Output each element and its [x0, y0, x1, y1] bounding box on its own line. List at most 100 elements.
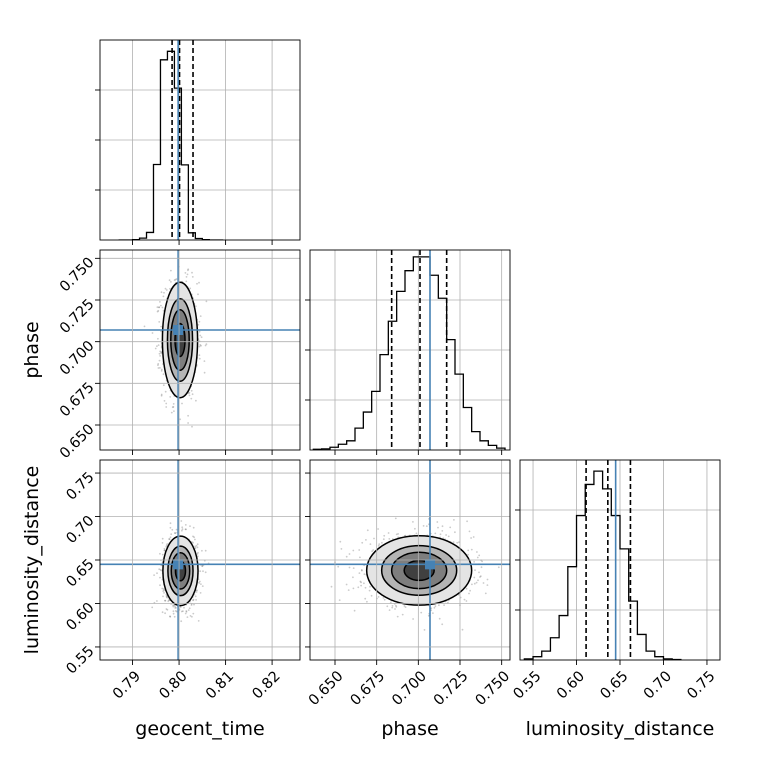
sample-point [165, 406, 168, 408]
sample-point [162, 295, 165, 298]
sample-point [469, 589, 471, 592]
sample-point [191, 393, 194, 396]
sample-point [463, 598, 466, 601]
sample-point [159, 301, 161, 303]
sample-point [364, 586, 367, 589]
sample-point [168, 538, 171, 541]
sample-point [466, 520, 468, 523]
x-axis-label-phase: phase [381, 718, 438, 740]
sample-point [388, 609, 391, 611]
sample-point [167, 600, 170, 603]
sample-point [201, 565, 204, 568]
density-geocent_time-luminosity_distance [100, 460, 300, 660]
sample-point [377, 544, 380, 547]
sample-point [445, 534, 447, 536]
sample-point [153, 574, 156, 576]
sample-point [420, 611, 423, 614]
sample-point [161, 587, 164, 590]
sample-point [172, 605, 175, 608]
sample-point [169, 396, 172, 398]
sample-point [165, 608, 168, 610]
y-tick-label: 0.65 [64, 556, 98, 590]
sample-point [179, 606, 182, 608]
sample-point [347, 589, 350, 591]
truth-marker [173, 325, 184, 335]
y-tick-label: 0.700 [57, 338, 98, 379]
sample-point [172, 403, 175, 405]
sample-point [158, 321, 161, 323]
sample-point [169, 615, 172, 618]
sample-point [453, 519, 455, 521]
x-tick-label: 0.725 [431, 668, 472, 709]
sample-point [447, 535, 450, 538]
sample-point [468, 592, 470, 595]
truth-marker [173, 559, 184, 570]
sample-point [160, 291, 163, 294]
sample-point [436, 521, 439, 523]
sample-point [454, 531, 456, 534]
sample-point [403, 605, 406, 607]
contour-line [380, 544, 458, 596]
gridlines [100, 250, 300, 450]
sample-point [513, 532, 515, 534]
sample-point [181, 529, 183, 532]
sample-point [388, 538, 391, 540]
contour-line [403, 559, 435, 582]
density-phase-luminosity_distance [310, 460, 515, 660]
sample-point [187, 422, 190, 424]
sample-point [160, 325, 163, 328]
sample-point [172, 610, 175, 613]
sample-point [470, 548, 473, 551]
x-tick-label: 0.81 [203, 668, 237, 702]
sample-point [172, 406, 175, 408]
sample-point [472, 536, 475, 538]
x-axis-label-geocent-time: geocent_time [135, 718, 264, 740]
contour-line [390, 551, 448, 590]
sample-point [170, 281, 172, 283]
sample-point [164, 287, 167, 290]
sample-point [163, 549, 166, 552]
sample-point [369, 585, 371, 588]
sample-point [159, 552, 161, 555]
sample-point [175, 610, 178, 613]
sample-point [352, 587, 355, 590]
x-tick-label: 0.60 [554, 668, 588, 702]
sample-point [156, 306, 159, 309]
sample-point [199, 344, 202, 346]
sample-point [169, 615, 171, 618]
sample-point [156, 600, 158, 602]
sample-point [478, 571, 480, 574]
gridlines [310, 460, 510, 660]
sample-point [198, 357, 201, 360]
sample-point [437, 526, 439, 529]
sample-point [197, 323, 200, 326]
sample-point [184, 612, 187, 615]
sample-point [452, 541, 455, 543]
sample-point [172, 604, 174, 607]
sample-point [151, 332, 154, 334]
sample-point [474, 569, 476, 572]
sample-point [391, 605, 394, 607]
sample-point [198, 281, 200, 284]
contour-line [162, 535, 199, 607]
sample-point [185, 280, 188, 283]
sample-point [156, 345, 158, 348]
sample-point [203, 360, 206, 362]
sample-point [433, 606, 436, 609]
sample-point [473, 582, 476, 585]
sample-point [156, 572, 158, 575]
sample-point [401, 613, 404, 616]
sample-point [174, 605, 176, 608]
x-tick-label: 0.80 [157, 668, 191, 702]
sample-point [203, 371, 206, 374]
sample-point [189, 615, 192, 617]
panels: 0.55 0.60 0.65 0.70 0.750.6500.6750.7000.725… [57, 39, 721, 709]
sample-point [175, 278, 178, 280]
sample-point [174, 532, 177, 535]
gridlines [100, 460, 300, 660]
sample-point [160, 393, 163, 396]
sample-point [185, 610, 188, 612]
sample-point [394, 608, 396, 610]
sample-point [162, 384, 165, 387]
sample-point [160, 394, 163, 397]
